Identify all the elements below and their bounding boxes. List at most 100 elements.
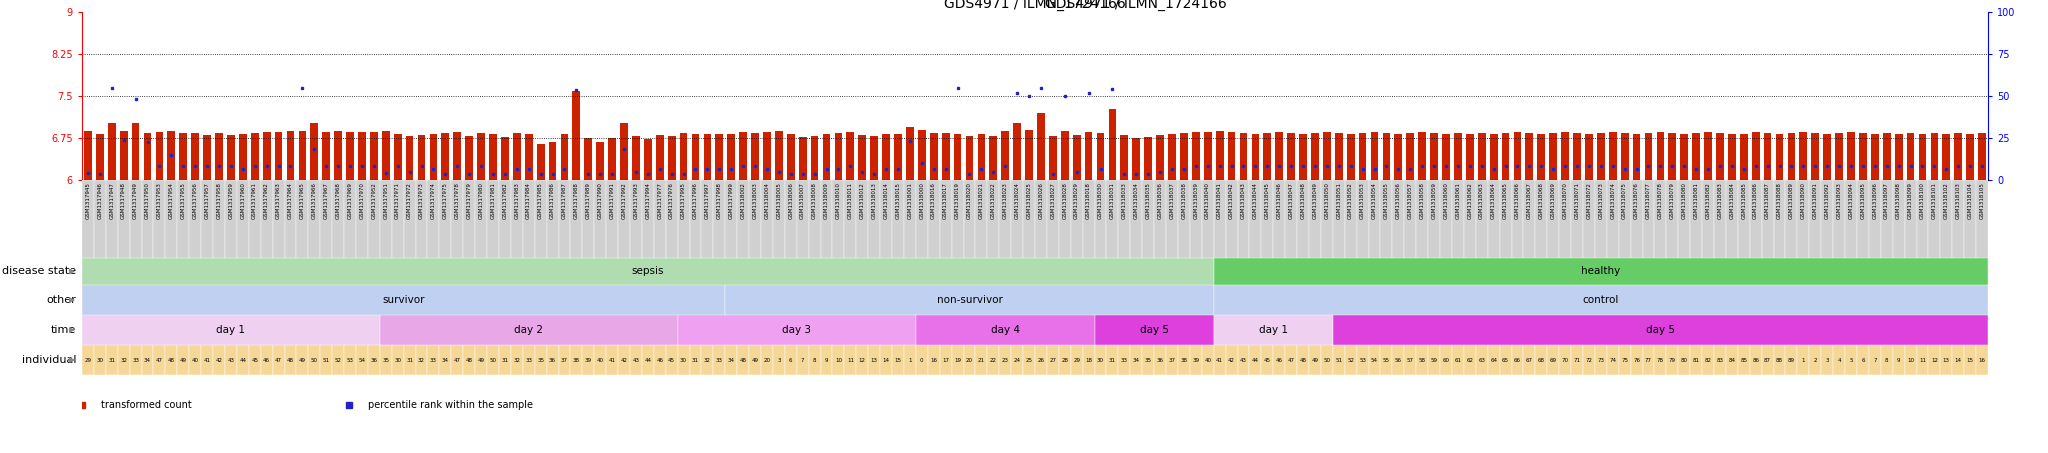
Bar	[1630, 345, 1642, 375]
Text: 52: 52	[334, 357, 342, 362]
Bar	[451, 345, 463, 375]
Bar	[1835, 133, 1843, 180]
Bar	[1595, 180, 1608, 258]
Text: GSM1318073: GSM1318073	[1597, 183, 1604, 219]
Bar	[1380, 345, 1393, 375]
Text: GSM1318099: GSM1318099	[1909, 183, 1913, 219]
Bar	[702, 180, 713, 258]
Bar	[633, 136, 639, 180]
Bar	[725, 285, 1214, 315]
Bar	[1786, 180, 1798, 258]
Text: GSM1317980: GSM1317980	[479, 183, 483, 219]
Bar	[1333, 345, 1346, 375]
Bar	[1454, 133, 1462, 180]
Text: 25: 25	[1026, 357, 1032, 362]
Bar	[774, 131, 782, 180]
Bar	[1882, 133, 1890, 180]
Bar	[1808, 180, 1821, 258]
Bar	[440, 345, 451, 375]
Text: day 5: day 5	[1139, 325, 1169, 335]
Bar	[1524, 345, 1536, 375]
Bar	[784, 345, 797, 375]
Bar	[881, 345, 893, 375]
Bar	[1274, 345, 1286, 375]
Bar	[1180, 133, 1188, 180]
Bar	[784, 180, 797, 258]
Text: 5: 5	[1849, 357, 1853, 362]
Bar	[846, 132, 854, 180]
Text: GSM1318020: GSM1318020	[967, 183, 973, 219]
Bar	[1536, 180, 1546, 258]
Text: 61: 61	[1454, 357, 1462, 362]
Bar	[954, 134, 961, 180]
Text: 40: 40	[1204, 357, 1210, 362]
Bar	[535, 180, 547, 258]
Text: 49: 49	[752, 357, 758, 362]
Bar	[1026, 130, 1032, 180]
Bar	[168, 131, 176, 180]
Bar	[94, 345, 106, 375]
Bar	[391, 180, 403, 258]
Bar	[831, 345, 844, 375]
Bar	[1237, 180, 1249, 258]
Bar	[1800, 132, 1806, 180]
Bar	[631, 180, 641, 258]
Bar	[643, 139, 651, 180]
Text: day 1: day 1	[1260, 325, 1288, 335]
Text: 89: 89	[1788, 357, 1794, 362]
Bar	[1847, 132, 1855, 180]
Bar	[1501, 133, 1509, 180]
Text: 11: 11	[1919, 357, 1925, 362]
Bar	[1690, 180, 1702, 258]
Bar	[240, 134, 246, 180]
Text: GSM1318056: GSM1318056	[1397, 183, 1401, 219]
Bar	[1894, 134, 1903, 180]
Text: GSM1318034: GSM1318034	[1135, 183, 1139, 219]
Bar	[156, 132, 164, 180]
Bar	[1823, 134, 1831, 180]
Bar	[1214, 285, 1989, 315]
Bar	[537, 144, 545, 180]
Bar	[1288, 133, 1294, 180]
Text: 63: 63	[1479, 357, 1485, 362]
Text: 12: 12	[858, 357, 866, 362]
Text: 12: 12	[1931, 357, 1937, 362]
Text: GSM1318035: GSM1318035	[1145, 183, 1151, 219]
Text: GSM1318090: GSM1318090	[1800, 183, 1806, 219]
Bar	[1499, 180, 1511, 258]
Text: day 2: day 2	[514, 325, 543, 335]
Bar	[213, 180, 225, 258]
Text: 84: 84	[1729, 357, 1735, 362]
Text: healthy: healthy	[1581, 266, 1620, 276]
Bar	[1407, 133, 1413, 180]
Bar	[1001, 131, 1010, 180]
Bar	[1524, 180, 1536, 258]
Text: GSM1318031: GSM1318031	[1110, 183, 1114, 219]
Bar	[1024, 180, 1034, 258]
Bar	[1034, 180, 1047, 258]
Bar	[989, 136, 997, 180]
Bar	[1155, 180, 1165, 258]
Text: 23: 23	[1001, 357, 1010, 362]
Text: 43: 43	[633, 357, 639, 362]
Bar	[487, 180, 500, 258]
Text: 20: 20	[967, 357, 973, 362]
Bar	[371, 132, 377, 180]
Bar	[1538, 134, 1544, 180]
Bar	[500, 345, 510, 375]
Text: GSM1317955: GSM1317955	[180, 183, 186, 219]
Bar	[1550, 133, 1556, 180]
Bar	[737, 180, 750, 258]
Text: 26: 26	[1038, 357, 1044, 362]
Bar	[1368, 180, 1380, 258]
Bar	[1274, 180, 1286, 258]
Bar	[1763, 133, 1772, 180]
Text: sepsis: sepsis	[631, 266, 664, 276]
Bar	[1931, 133, 1937, 180]
Text: GSM1318025: GSM1318025	[1026, 183, 1032, 219]
Bar	[1692, 133, 1700, 180]
Text: GSM1318101: GSM1318101	[1931, 183, 1937, 219]
Bar	[1157, 135, 1163, 180]
Text: 39: 39	[1192, 357, 1200, 362]
Text: 74: 74	[1610, 357, 1616, 362]
